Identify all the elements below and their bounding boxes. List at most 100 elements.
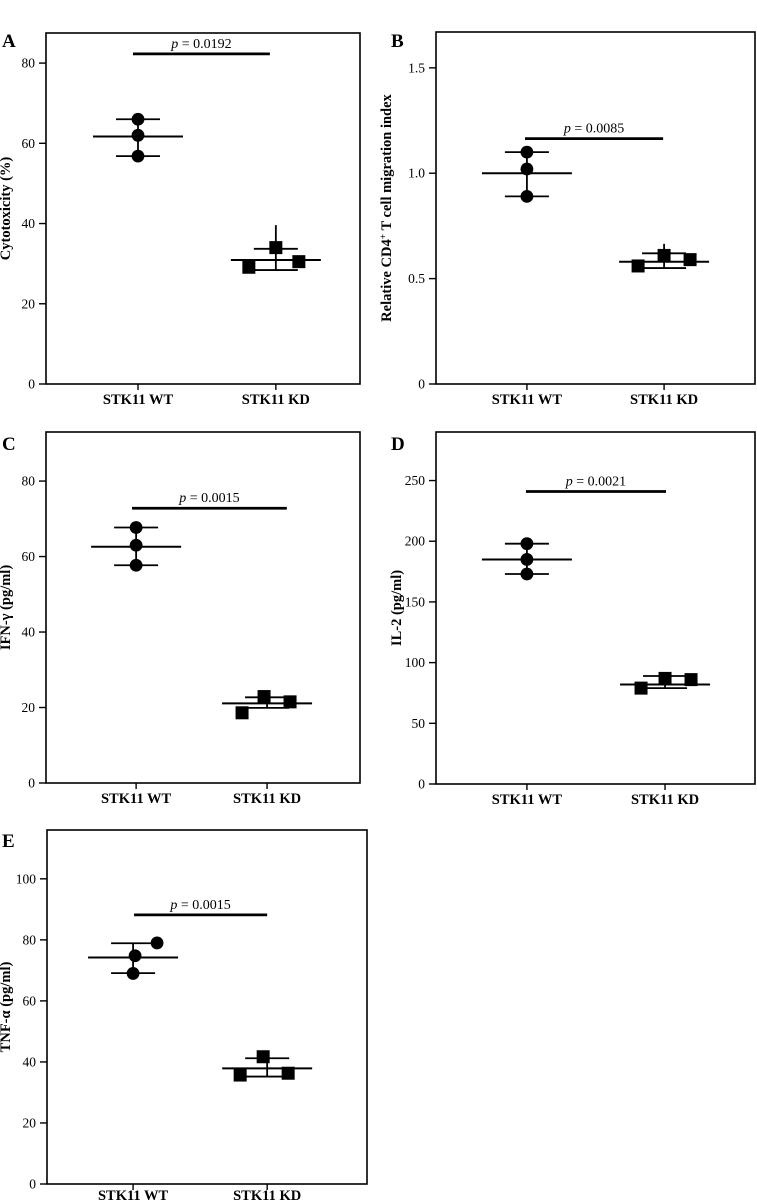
data-point-square [233,1068,247,1082]
data-point-square [242,260,256,274]
panel-C: 0 20 40 60 80 STK11 WT STK11 KD IFN-γ (pg/ml) p … [0,431,361,807]
y-tick-label: 1.5 [408,60,425,75]
data-point-circle [150,936,164,950]
y-tick-label: 20 [22,296,36,311]
panel-letter: D [391,434,405,455]
y-tick-label: 80 [23,932,37,947]
p-value-label: p = 0.0015 [178,491,239,506]
panel-A: 0 20 40 60 80 STK11 WT STK11 KD Cytotoxicity (%… [0,31,361,408]
y-tick-label: 100 [16,871,37,886]
y-tick-label: 80 [22,56,36,71]
y-axis-label: IFN-γ (pg/ml) [0,565,14,650]
series-stk11-wt [93,112,184,163]
y-tick-label: 250 [405,473,426,488]
data-point-square [283,695,297,709]
y-tick-label: 20 [22,700,36,715]
data-point-circle [126,967,140,980]
data-point-square [658,671,672,685]
data-point-circle [520,145,534,159]
x-category-label: STK11 KD [233,791,301,807]
y-tick-label: 200 [405,534,426,549]
data-point-circle [520,537,534,551]
y-tick-label: 60 [22,549,36,564]
series-stk11-kd [619,243,710,273]
series-stk11-wt [481,145,572,203]
y-tick-label: 50 [412,716,426,731]
panel-letter: B [391,31,404,52]
y-tick-label: 100 [405,655,426,670]
panel-letter: E [2,831,15,852]
x-category-label: STK11 KD [631,792,699,808]
data-point-square [657,248,671,262]
x-category-label: STK11 WT [103,392,174,408]
plot-frame [45,32,361,385]
data-point-square [256,1050,270,1064]
y-tick-label: 20 [23,1115,37,1130]
series-stk11-kd [222,690,313,720]
y-tick-label: 40 [22,216,36,231]
data-point-circle [520,567,534,581]
p-value-label: p = 0.0085 [563,122,624,137]
y-axis-label: IL-2 (pg/ml) [389,570,405,646]
data-point-square [257,690,271,704]
y-tick-label: 0 [418,777,425,792]
y-tick-label: 40 [23,1054,37,1069]
y-axis-label: TNF-α (pg/ml) [0,962,14,1053]
p-value-label: p = 0.0015 [169,898,230,913]
plot-frame [46,829,368,1185]
data-point-circle [131,128,145,142]
data-point-circle [129,521,143,534]
series-stk11-wt [91,521,182,572]
x-category-label: STK11 KD [630,392,698,408]
data-point-circle [520,190,534,203]
plot-frame [435,431,756,785]
data-point-circle [520,553,534,566]
x-category-label: STK11 WT [492,392,563,408]
series-stk11-kd [620,671,711,695]
x-category-label: STK11 KD [233,1188,301,1202]
y-axis-label: Relative CD4+ T cell migration index [379,93,395,321]
data-point-square [634,681,648,695]
x-category-label: STK11 WT [101,791,172,807]
data-point-circle [131,149,145,163]
y-tick-label: 80 [22,474,36,489]
p-value-label: p = 0.0021 [565,474,626,489]
data-point-circle [129,558,143,572]
data-point-circle [131,112,145,126]
panel-B: 0 0.5 1.0 1.5 STK11 WT STK11 KD Relative CD4+ … [379,31,756,408]
x-category-label: STK11 KD [242,392,310,408]
y-tick-label: 150 [405,594,426,609]
plot-frame [45,431,361,784]
y-axis-label: Cytotoxicity (%) [0,157,14,261]
y-tick-label: 0.5 [408,271,425,286]
x-category-label: STK11 WT [98,1188,169,1202]
series-stk11-kd [230,225,321,274]
series-stk11-kd [222,1050,313,1082]
data-point-square [281,1066,295,1080]
y-tick-label: 40 [22,625,36,640]
y-tick-label: 60 [23,993,37,1008]
y-tick-label: 0 [418,377,425,392]
data-point-circle [128,949,142,963]
data-point-square [269,241,283,255]
data-point-square [235,706,249,720]
data-point-square [684,673,698,687]
plot-frame [435,31,756,385]
p-value-label: p = 0.0192 [170,37,231,52]
series-stk11-wt [88,936,179,980]
y-tick-label: 1.0 [408,166,425,181]
panel-letter: A [2,31,16,52]
x-category-label: STK11 WT [492,792,563,808]
series-stk11-wt [481,537,572,581]
panel-E: 0 20 40 60 80 100 STK11 WT STK11 KD TNF-α (pg/ml… [0,829,368,1202]
panel-letter: C [2,434,16,455]
y-tick-label: 0 [29,1177,36,1192]
data-point-square [292,255,306,269]
y-tick-label: 0 [28,377,35,392]
data-point-square [683,253,697,267]
y-tick-label: 0 [28,776,35,791]
data-point-square [631,259,645,273]
data-point-circle [520,162,534,176]
